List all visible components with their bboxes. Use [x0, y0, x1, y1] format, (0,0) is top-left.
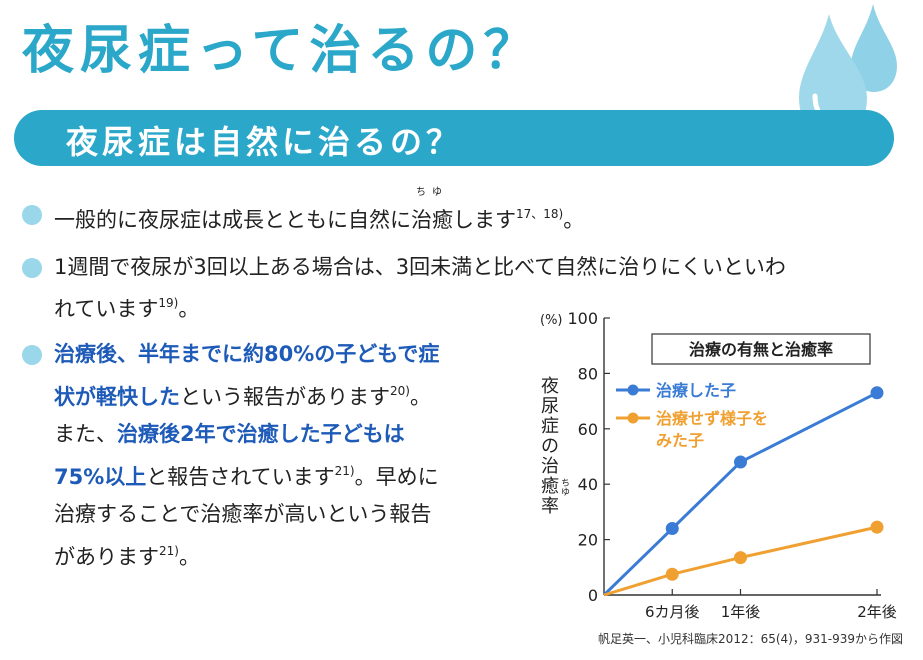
y-axis-label-char: の	[541, 436, 559, 457]
paragraph-3-line-5: 治療することで治癒率が高いという報告	[54, 502, 432, 526]
reference-marker: 17、18)	[516, 207, 564, 221]
y-axis-label-ruby: ちゆ	[559, 478, 569, 496]
bullet-dot	[22, 345, 42, 365]
y-unit-label: (%)	[540, 313, 563, 328]
y-axis-label-char: 率	[541, 496, 559, 517]
y-axis-label-char: 夜	[541, 376, 559, 397]
data-point	[870, 520, 884, 534]
paragraph-1-end: 。	[563, 208, 585, 232]
bullet-dot	[22, 258, 42, 278]
data-point	[665, 567, 679, 581]
chart-title-box	[651, 333, 871, 365]
data-point	[734, 455, 747, 469]
paragraph-2-end: 。	[178, 297, 200, 321]
x-tick-label: 2年後	[857, 603, 897, 621]
y-tick-label: 100	[567, 309, 598, 328]
data-point	[870, 386, 884, 400]
paragraph-3-line-2-text: という報告があります	[180, 385, 390, 409]
source-citation: 帆足英一、小児科臨床2012：65(4)，931-939から作図	[598, 632, 903, 646]
ruby-word: ちゆ 治癒	[411, 188, 453, 238]
paragraph-3-line-2: 状が軽快したという報告があります20)。	[54, 373, 439, 416]
paragraph-3-line-3-text: また、	[54, 422, 117, 446]
paragraph-3-line-3: また、治療後2年で治癒した子どもは	[54, 416, 439, 453]
data-point	[734, 551, 747, 565]
paragraph-3-line-2-end: 。	[409, 385, 431, 409]
legend-label: 治療した子	[656, 381, 736, 400]
legend-label: みた子	[656, 431, 704, 450]
page-title: 夜尿症って治るの？	[22, 21, 542, 81]
paragraph-3-line-6: があります21)。	[54, 533, 439, 576]
ruby-reading: ちゆ	[416, 187, 448, 198]
reference-marker: 19)	[158, 296, 179, 310]
series-line-2	[603, 525, 878, 597]
y-axis-label-char: 症	[541, 416, 559, 437]
legend-swatch-dot	[627, 412, 639, 424]
chart-title: 治療の有無と治癒率	[689, 340, 833, 359]
reference-marker: 21)	[159, 544, 179, 558]
highlight-text: 治療後2年で治癒した子どもは	[117, 422, 405, 446]
paragraph-3-line-6-text: があります	[54, 545, 159, 569]
bullet-dot	[22, 205, 42, 225]
paragraph-3-line-4: 75%以上と報告されています21)。早めに	[54, 453, 439, 496]
highlight-text: 75%以上	[54, 465, 147, 489]
paragraph-1: 一般的に夜尿症は成長とともに自然に ちゆ治癒します17、18)。	[54, 188, 585, 238]
series-line-1	[602, 391, 878, 597]
y-axis-label-char: 尿	[541, 396, 559, 417]
y-axis-label-char: 治	[541, 456, 559, 477]
legend-label: 治療せず様子を	[656, 409, 768, 428]
paragraph-3-line-1: 治療後、半年までに約80%の子どもで症	[54, 342, 440, 366]
paragraph-3-line-6-end: 。	[178, 545, 200, 569]
paragraph-2-line-1: 1週間で夜尿が3回以上ある場合は、3回未満と比べて自然に治りにくいといわ	[54, 255, 786, 279]
paragraph-3-line-4-end: 。早めに	[354, 465, 439, 489]
x-tick-label: 6カ月後	[645, 603, 700, 621]
paragraph-3: 治療後、半年までに約80%の子どもで症 状が軽快したという報告があります20)。…	[54, 336, 439, 576]
section-banner: 夜尿症は自然に治るの？	[14, 110, 894, 166]
y-tick-label: 80	[578, 364, 598, 383]
y-tick-label: 20	[578, 531, 598, 550]
paragraph-1-text: 一般的に夜尿症は成長とともに自然に	[54, 208, 411, 232]
legend-swatch-dot	[627, 384, 639, 396]
y-tick-label: 40	[578, 475, 598, 494]
x-tick-label: 1年後	[721, 603, 761, 621]
y-tick-label: 0	[588, 586, 598, 605]
paragraph-2: 1週間で夜尿が3回以上ある場合は、3回未満と比べて自然に治りにくいといわ れてい…	[54, 249, 786, 327]
paragraph-2-line-2: れています19)。	[54, 285, 786, 327]
paragraph-1-text-end: します	[453, 208, 516, 232]
data-point	[665, 522, 679, 536]
highlight-text: 状が軽快した	[54, 385, 180, 409]
y-tick-label: 60	[578, 420, 598, 439]
paragraph-2-line-2-text: れています	[54, 297, 159, 321]
section-title: 夜尿症は自然に治るの？	[66, 123, 463, 161]
ruby-base: 治癒	[411, 208, 453, 232]
paragraph-3-line-4-text: と報告されています	[146, 465, 335, 489]
reference-marker: 20)	[390, 384, 410, 398]
reference-marker: 21)	[334, 464, 355, 478]
y-axis-label-char: 癒	[541, 476, 559, 497]
